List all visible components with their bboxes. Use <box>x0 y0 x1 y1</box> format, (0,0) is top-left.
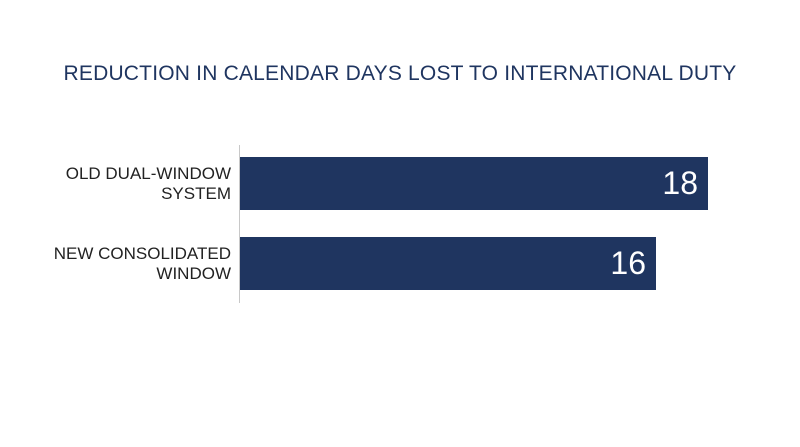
value-label: 16 <box>610 245 646 281</box>
value-label: 18 <box>662 165 698 201</box>
bar <box>240 237 656 290</box>
bar <box>240 157 708 210</box>
category-label: NEW CONSOLIDATED WINDOW <box>53 243 231 283</box>
category-axis <box>239 145 240 303</box>
chart-title: REDUCTION IN CALENDAR DAYS LOST TO INTER… <box>63 62 737 85</box>
category-label: OLD DUAL-WINDOW SYSTEM <box>65 163 231 203</box>
